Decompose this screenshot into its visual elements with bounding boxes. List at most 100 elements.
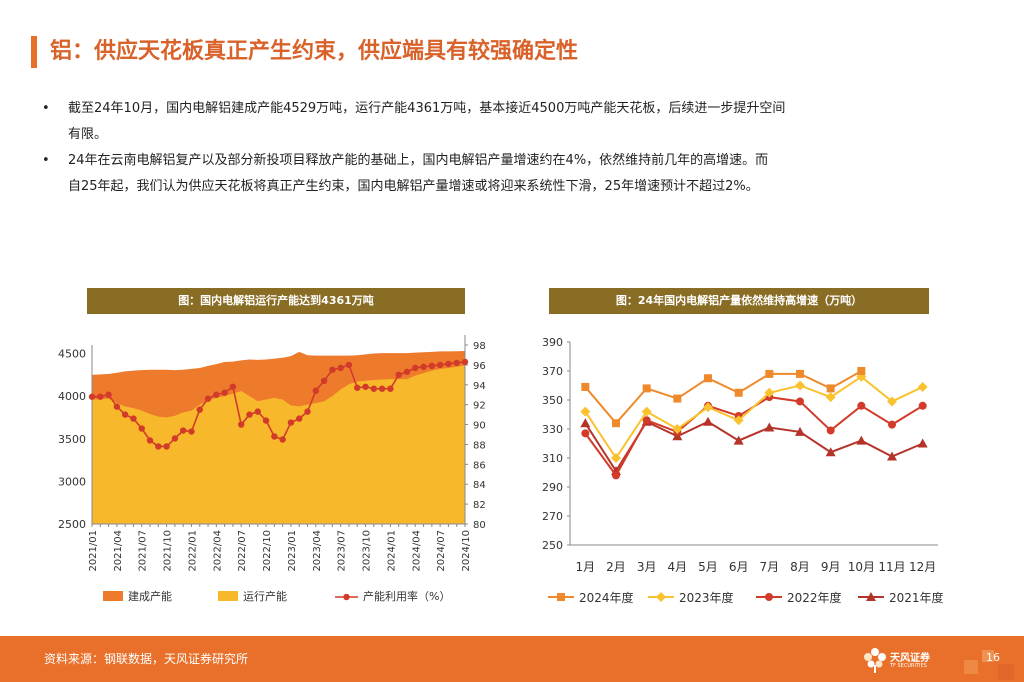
y-tick-label-right: 86 (473, 460, 486, 471)
series-point (612, 471, 620, 480)
y-tick-label-right: 98 (473, 341, 486, 352)
series-point (611, 453, 621, 463)
utilization-point (287, 419, 295, 426)
utilization-point (296, 415, 303, 422)
y-tick-label: 310 (542, 452, 563, 465)
bullet-item-2: • 24年在云南电解铝复产以及部分新投项目释放产能的基础上，国内电解铝产量增速约… (40, 148, 970, 200)
x-tick-label: 2021/01 (88, 530, 99, 572)
series-point (765, 369, 774, 378)
utilization-point (229, 383, 237, 390)
y-tick-label-left: 4500 (58, 348, 86, 361)
series-point (733, 415, 744, 426)
utilization-point (436, 361, 444, 369)
utilization-point (113, 403, 121, 410)
utilization-point (403, 368, 411, 376)
utilization-point (138, 425, 145, 432)
bullet-dot: • (42, 153, 50, 168)
page-title: 铝：供应天花板真正产生约束，供应端具有较强确定性 (50, 39, 579, 64)
y-tick-label-right: 82 (473, 500, 486, 511)
x-tick-label: 2024/01 (386, 530, 397, 572)
x-tick-label: 2021/04 (113, 530, 124, 572)
y-tick-label: 270 (542, 510, 563, 523)
y-tick-label-left: 3000 (58, 475, 86, 488)
legend-label: 2023年度 (679, 590, 734, 605)
x-tick-label: 9月 (821, 560, 841, 574)
y-tick-label: 330 (542, 423, 563, 436)
chart1-title: 图：国内电解铝运行产能达到4361万吨 (87, 288, 465, 314)
utilization-point (196, 406, 203, 413)
utilization-point (130, 415, 137, 422)
series-point (642, 384, 651, 393)
y-tick-label: 250 (542, 539, 563, 552)
bullet-item-1: • 截至24年10月，国内电解铝建成产能4529万吨，运行产能4361万吨，基本… (40, 96, 970, 148)
series-point (764, 387, 775, 398)
utilization-point (329, 366, 336, 374)
x-tick-label: 2021/07 (138, 530, 149, 572)
x-tick-label: 5月 (698, 560, 718, 574)
utilization-point (412, 364, 419, 372)
utilization-point (395, 371, 402, 379)
legend-marker (765, 593, 773, 601)
y-tick-label-right: 88 (473, 440, 486, 451)
series-point (887, 451, 897, 461)
utilization-point (304, 408, 311, 415)
production-chart: 250 270 290 310 330 350 370 390 1月 2月 3月 4月 5月 6月 7月 8月… (542, 336, 944, 605)
series-point (703, 416, 713, 426)
utilization-point (179, 427, 187, 434)
y-tick-label-left: 3500 (58, 433, 86, 446)
utilization-point (461, 358, 469, 366)
series-point (857, 401, 866, 410)
title-accent-bar (31, 36, 37, 68)
series-point (581, 382, 590, 391)
y-tick-label-right: 92 (473, 401, 486, 412)
utilization-point (428, 362, 436, 370)
utilization-point (204, 395, 212, 402)
x-tick-label: 2023/07 (337, 530, 348, 572)
series-point (887, 396, 897, 407)
utilization-point (320, 377, 328, 384)
utilization-point (279, 436, 286, 443)
bullet-list: • 截至24年10月，国内电解铝建成产能4529万吨，运行产能4361万吨，基本… (40, 96, 970, 200)
legend-marker (557, 593, 565, 601)
legend-swatch-built (103, 591, 123, 601)
x-tick-label: 2024/10 (461, 530, 472, 572)
y-tick-label-right: 94 (473, 381, 486, 392)
x-tick-label: 3月 (637, 560, 657, 574)
chart2-title: 图：24年国内电解铝产量依然维持高增速（万吨） (549, 288, 929, 314)
series-point (796, 397, 804, 406)
y-tick-label: 390 (542, 336, 563, 349)
utilization-point (221, 389, 228, 396)
legend-label-rate: 产能利用率（%） (363, 589, 450, 603)
logo-text: 天风证券 (890, 653, 930, 664)
utilization-point (378, 385, 386, 392)
utilization-point (254, 408, 261, 415)
x-tick-label: 2023/10 (362, 530, 373, 572)
source-note: 资料来源：钢联数据，天风证券研究所 (44, 652, 249, 666)
x-tick-label: 1月 (576, 560, 596, 574)
utilization-point (354, 384, 361, 391)
x-tick-label: 8月 (790, 560, 810, 574)
bullet-line: 24年在云南电解铝复产以及部分新投项目释放产能的基础上，国内电解铝产量增速约在4… (68, 153, 769, 168)
legend-label-running: 运行产能 (243, 589, 287, 603)
y-tick-label: 370 (542, 365, 563, 378)
series-point (642, 416, 651, 425)
series-point (672, 424, 683, 434)
legend-label: 2022年度 (787, 590, 842, 605)
series-point (641, 406, 652, 417)
x-tick-label: 2022/10 (262, 530, 273, 572)
series-point (857, 367, 866, 375)
y-tick-label-right: 90 (473, 421, 486, 432)
utilization-point (262, 417, 270, 424)
bullet-line: 有限。 (68, 127, 108, 142)
series-line-0 (584, 370, 862, 425)
utilization-point (453, 359, 460, 367)
utilization-point (420, 363, 427, 371)
x-tick-label: 2月 (606, 560, 626, 574)
series-point (673, 394, 682, 403)
legend-marker-rate (343, 593, 350, 601)
footer-decoration-icon (964, 650, 1014, 680)
legend-swatch-running (218, 591, 238, 601)
series-point (734, 388, 743, 397)
logo-subtext: TF SECURITIES (890, 663, 927, 669)
legend-marker (866, 592, 876, 601)
